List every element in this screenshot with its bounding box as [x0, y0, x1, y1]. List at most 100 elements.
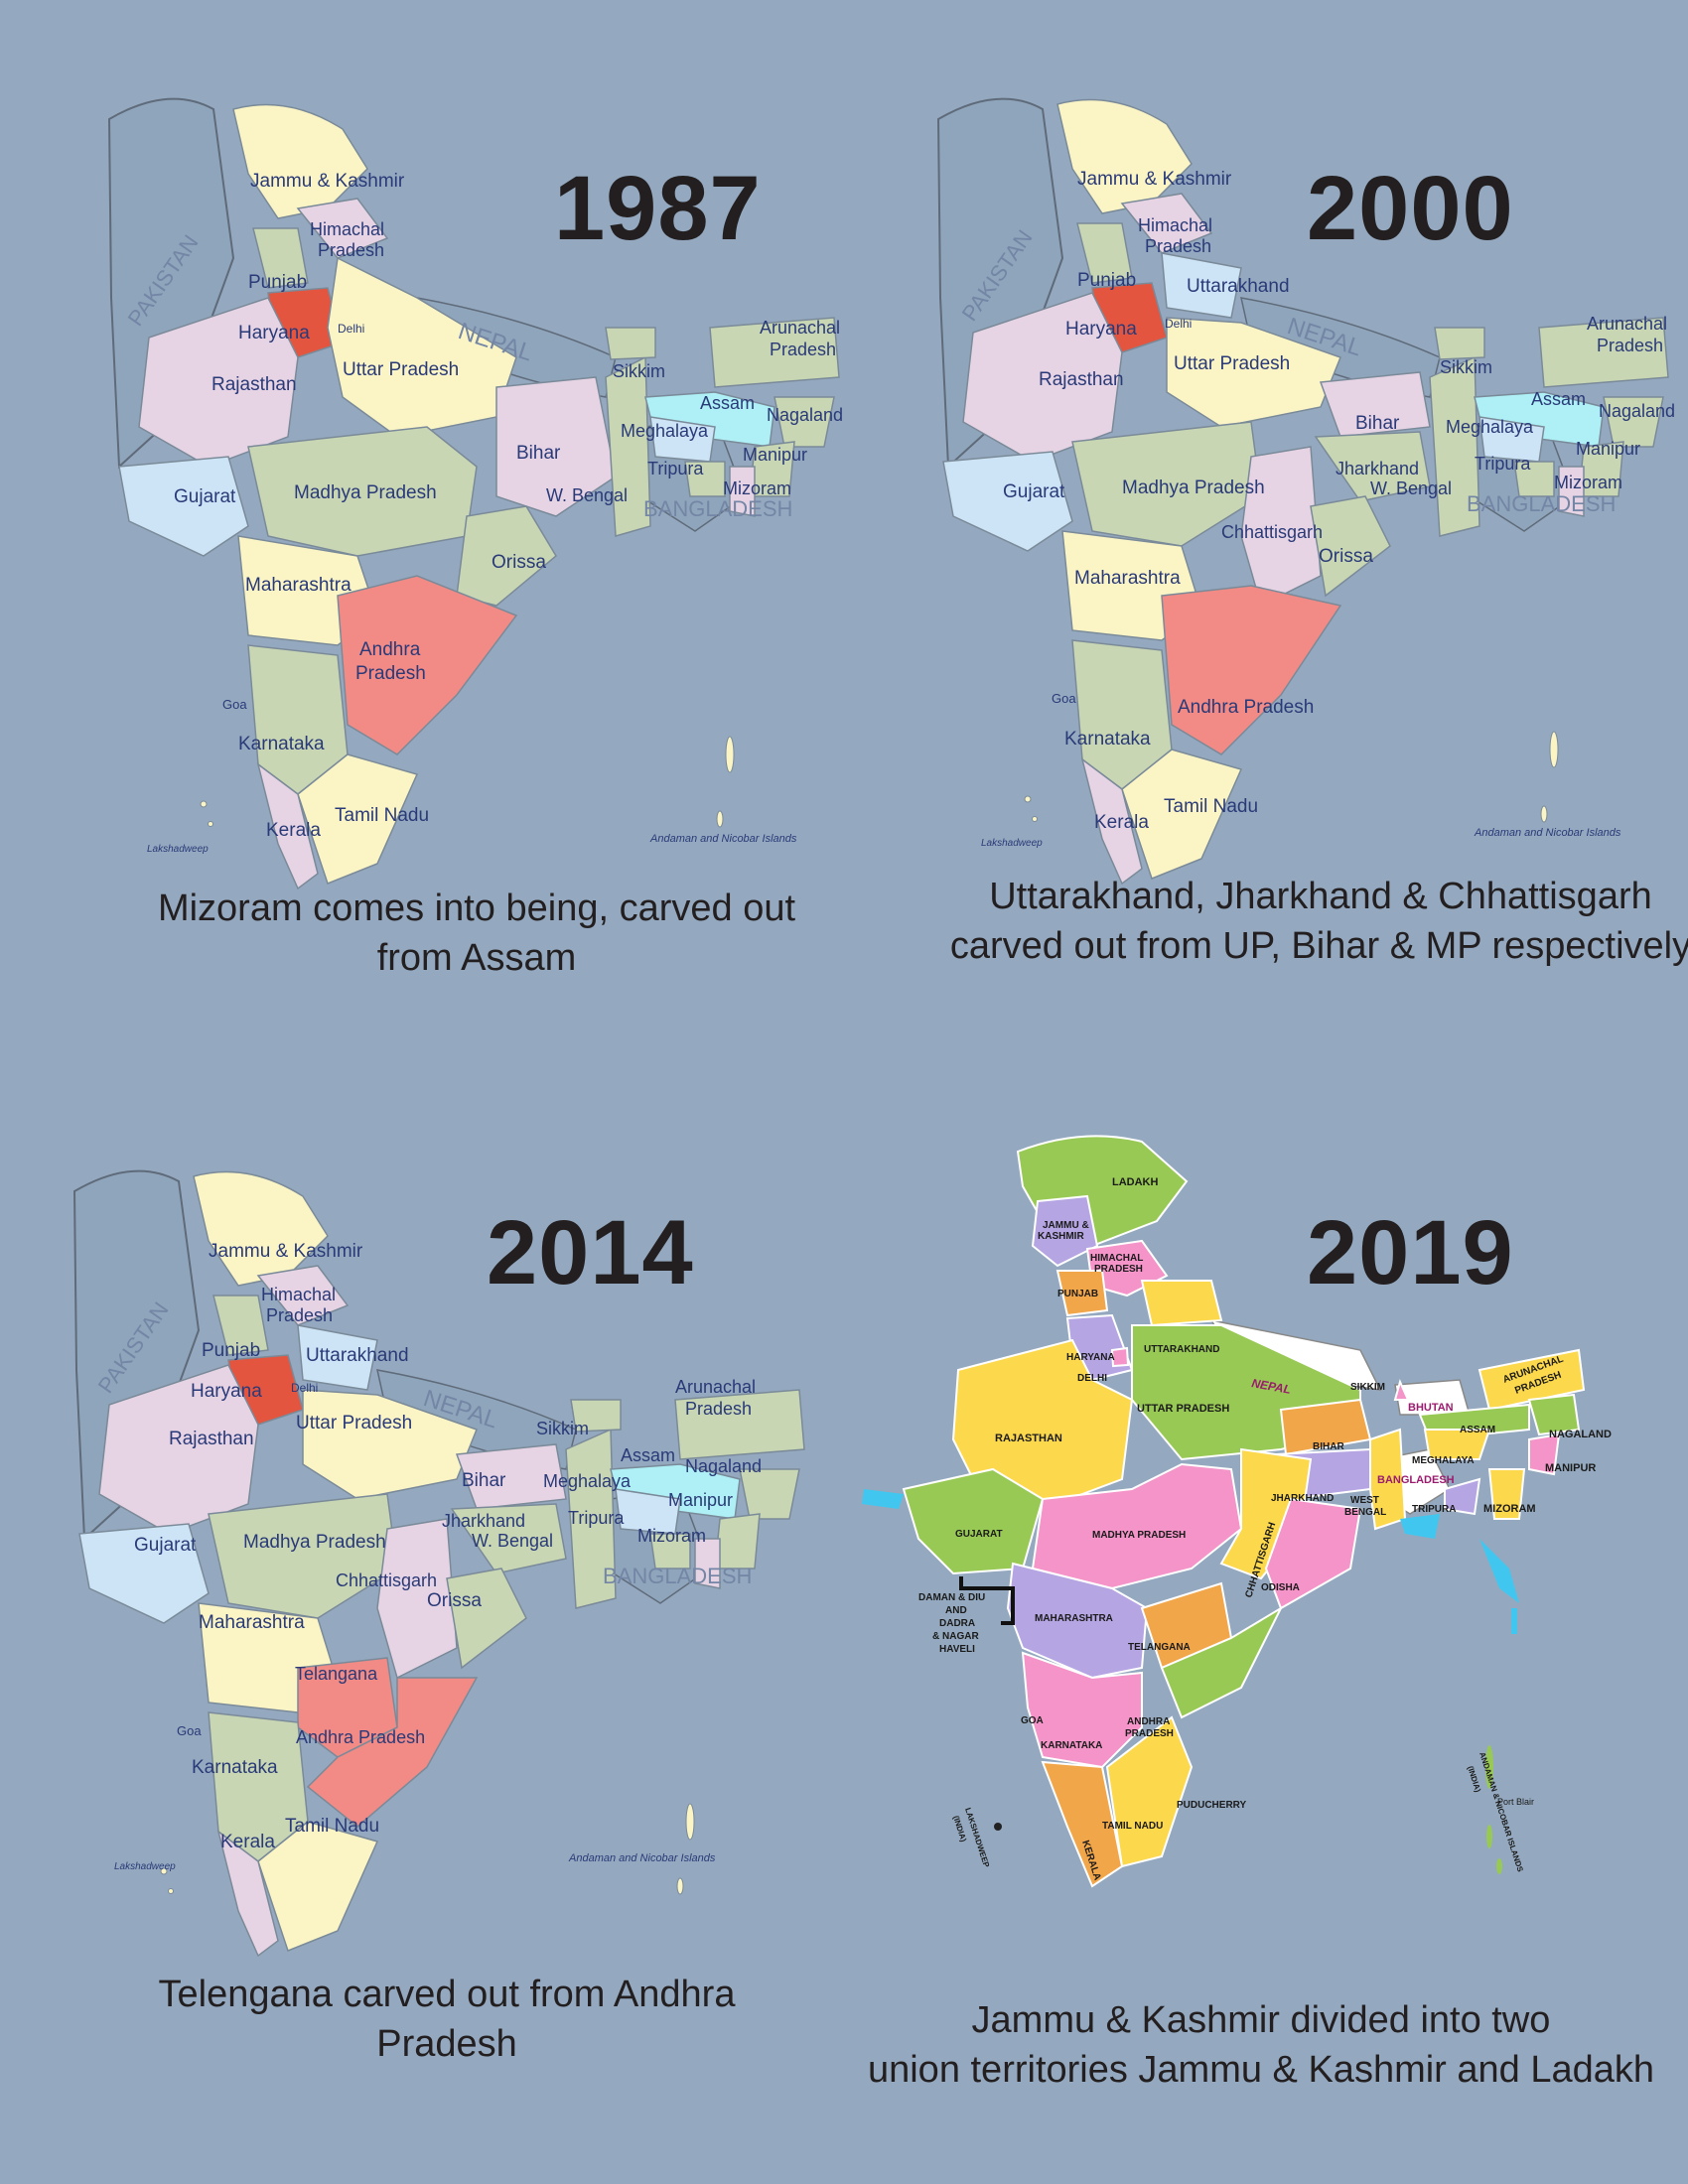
label-tr: Tripura — [647, 459, 704, 478]
caption-2019-line2: union territories Jammu & Kashmir and La… — [867, 2049, 1655, 2091]
label-an: Andaman and Nicobar Islands — [1474, 827, 1621, 839]
label-ap-2: PRADESH — [1125, 1728, 1174, 1739]
map-2014: PAKISTAN NEPAL BANGLADESH Jammu & Kashmi… — [72, 1169, 805, 1958]
label-dd-4: & NAGAR — [932, 1631, 979, 1642]
label-hr: Haryana — [1065, 319, 1137, 340]
label-ld: Lakshadweep — [147, 844, 209, 855]
label-wb-2: BENGAL — [1344, 1507, 1386, 1518]
panel-2000: PAKISTAN NEPAL BANGLADESH Jammu & Kashmi… — [824, 0, 1688, 1042]
label-ar-1: Arunachal — [760, 318, 840, 338]
caption-2019-line1: Jammu & Kashmir divided into two — [971, 1999, 1551, 2041]
label-or: Orissa — [1319, 546, 1373, 567]
label-wb: W. Bengal — [546, 485, 628, 505]
label-ga: Goa — [1052, 691, 1076, 706]
label-as: Assam — [1531, 389, 1586, 409]
islands — [994, 1745, 1502, 1874]
label-dd-1: DAMAN & DIU — [918, 1592, 985, 1603]
label-tr: TRIPURA — [1412, 1504, 1456, 1515]
label-cg: Chhattisgarh — [1221, 522, 1323, 542]
label-mh: Maharashtra — [1074, 568, 1181, 589]
label-ld: Lakshadweep — [114, 1861, 176, 1872]
label-jh: JHARKHAND — [1271, 1493, 1334, 1504]
label-ar-2: Pradesh — [1597, 336, 1663, 355]
label-as: Assam — [700, 393, 755, 413]
label-an-1: ANDAMAN & NICOBAR ISLANDS — [1477, 1751, 1525, 1873]
map-labels: PAKISTAN NEPAL BANGLADESH Jammu & Kashmi… — [123, 171, 843, 855]
label-dl: DELHI — [1077, 1373, 1107, 1384]
label-dl: Delhi — [1165, 317, 1192, 331]
label-mh: MAHARASHTRA — [1035, 1613, 1113, 1624]
label-mz: Mizoram — [723, 478, 791, 498]
label-br: Bihar — [462, 1470, 506, 1491]
label-ar-1: Arunachal — [1587, 314, 1667, 334]
states — [942, 98, 1669, 886]
label-tr: Tripura — [1475, 454, 1531, 474]
islands — [200, 736, 735, 828]
label-or: Orissa — [427, 1590, 482, 1611]
label-py: PUDUCHERRY — [1177, 1800, 1247, 1811]
label-bt: BHUTAN — [1408, 1402, 1454, 1414]
label-uk: Uttarakhand — [1187, 276, 1290, 297]
map-labels: PAKISTAN NEPAL BANGLADESH Jammu & Kashmi… — [957, 169, 1675, 849]
label-dd-3: DADRA — [939, 1618, 975, 1629]
label-ng: NAGALAND — [1549, 1429, 1612, 1440]
label-sk: Sikkim — [536, 1419, 589, 1438]
label-ng: Nagaland — [685, 1456, 762, 1476]
panel-1987: PAKISTAN NEPAL BANGLADESH Jammu & Kashmi… — [0, 0, 844, 1042]
label-tn: Tamil Nadu — [335, 805, 429, 826]
label-tr: Tripura — [568, 1508, 625, 1528]
label-br: Bihar — [516, 443, 561, 464]
map-1987: PAKISTAN NEPAL BANGLADESH Jammu & Kashmi… — [107, 97, 843, 890]
label-rj: Rajasthan — [211, 374, 297, 395]
label-uk: UTTARAKHAND — [1144, 1344, 1219, 1355]
label-an: Andaman and Nicobar Islands — [649, 833, 797, 845]
caption-2014-line2: Pradesh — [376, 2023, 517, 2065]
label-dl: Delhi — [291, 1381, 318, 1395]
year-title-2019: 2019 — [1307, 1202, 1514, 1303]
panel-2019: LADAKH JAMMU & KASHMIR HIMACHAL PRADESH … — [844, 1072, 1688, 2184]
label-an: Andaman and Nicobar Islands — [568, 1852, 716, 1864]
caption-1987: Mizoram comes into being, carved out fro… — [99, 884, 854, 983]
label-od: ODISHA — [1261, 1582, 1300, 1593]
label-wb-1: WEST — [1350, 1495, 1379, 1506]
label-ld: Lakshadweep — [981, 838, 1043, 849]
label-tg: TELANGANA — [1128, 1642, 1191, 1653]
label-ga: Goa — [177, 1723, 202, 1738]
label-ka: KARNATAKA — [1041, 1740, 1102, 1751]
caption-2000-line2: carved out from UP, Bihar & MP respectiv… — [949, 925, 1688, 967]
label-gj: Gujarat — [1003, 481, 1065, 502]
label-ga: GOA — [1021, 1715, 1044, 1726]
label-br: Bihar — [1355, 413, 1400, 434]
label-hp-1: HIMACHAL — [1090, 1253, 1143, 1264]
label-jk-1: JAMMU & — [1043, 1220, 1089, 1231]
label-sk: Sikkim — [1440, 357, 1492, 377]
label-ng: Nagaland — [767, 405, 843, 425]
label-ga: Goa — [222, 697, 247, 712]
label-kl: Kerala — [1094, 812, 1149, 833]
label-kl: Kerala — [266, 820, 321, 841]
label-gj: Gujarat — [134, 1535, 197, 1556]
label-ap: Andhra Pradesh — [1178, 697, 1314, 718]
caption-2014: Telengana carved out from Andhra Pradesh — [60, 1970, 834, 2069]
map-2019: LADAKH JAMMU & KASHMIR HIMACHAL PRADESH … — [862, 1135, 1612, 1888]
label-tn: Tamil Nadu — [285, 1816, 379, 1837]
label-ml: Meghalaya — [543, 1471, 632, 1491]
label-mn: Manipur — [668, 1490, 733, 1510]
coastline-marks — [862, 1489, 1519, 1634]
label-mp: Madhya Pradesh — [294, 482, 437, 503]
label-ka: Karnataka — [238, 734, 325, 754]
year-title-2000: 2000 — [1307, 158, 1514, 259]
label-ar-2: Pradesh — [770, 340, 836, 359]
label-mn: MANIPUR — [1545, 1462, 1596, 1474]
label-wb: W. Bengal — [472, 1531, 553, 1551]
label-ap: Andhra Pradesh — [296, 1727, 425, 1747]
label-ml: Meghalaya — [621, 421, 709, 441]
label-an-2: (INDIA) — [1466, 1765, 1482, 1794]
year-title-1987: 1987 — [554, 158, 762, 259]
label-ng: Nagaland — [1599, 401, 1675, 421]
year-title-2014: 2014 — [487, 1202, 694, 1303]
panel-2014: PAKISTAN NEPAL BANGLADESH Jammu & Kashmi… — [0, 1072, 844, 2184]
label-hr: HARYANA — [1066, 1352, 1115, 1363]
label-pb: Punjab — [1077, 270, 1136, 291]
label-up: Uttar Pradesh — [296, 1413, 412, 1433]
